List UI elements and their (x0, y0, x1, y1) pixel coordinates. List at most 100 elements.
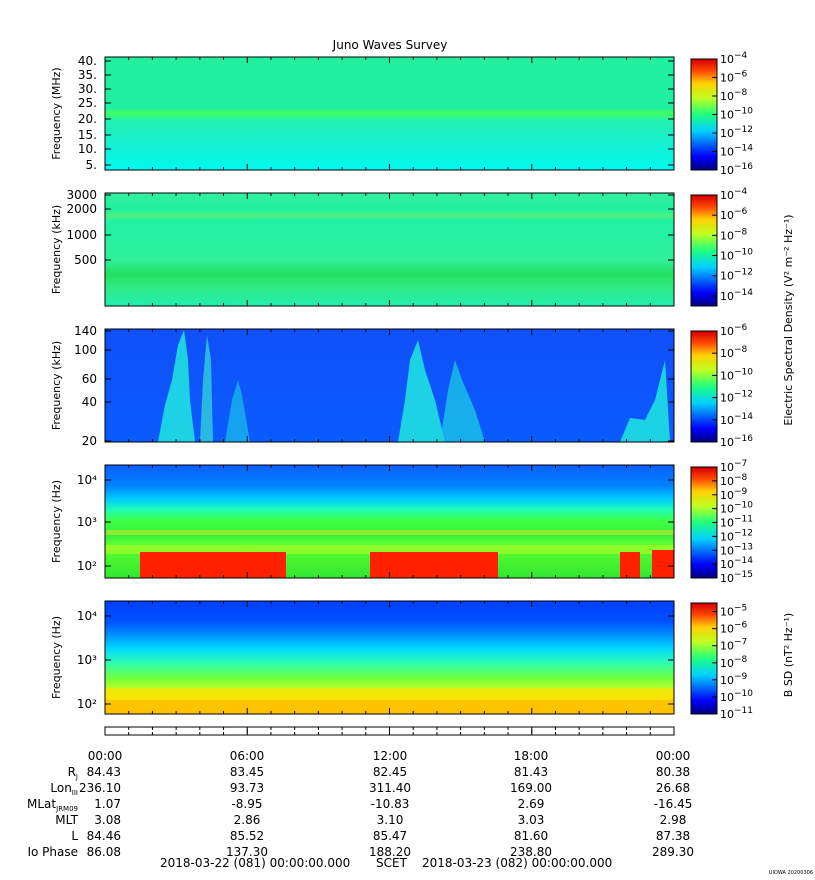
colorbar-tick-label: 10−12 (720, 390, 753, 405)
y-tick-label: 10⁴ (77, 473, 97, 487)
colorbar-tick-label: 10−12 (720, 125, 753, 140)
ephemeris-value: 2.69 (518, 797, 545, 811)
y-tick-label: 5. (86, 158, 97, 172)
ephemeris-value: 83.45 (230, 765, 264, 779)
panel-1-heatmap (105, 57, 674, 170)
y-tick-label: 40 (82, 395, 97, 409)
colorbar-tick-label: 10−10 (720, 501, 753, 516)
footer-stamp: UIOWA 20200306 (769, 870, 813, 876)
colorbar-tick-label: 10−10 (720, 107, 753, 122)
ephemeris-value: 85.47 (373, 829, 407, 843)
colorbar-tick-label: 10−6 (720, 621, 748, 636)
ephemeris-row-label: LonIII (50, 781, 78, 797)
y-tick-label: 40. (78, 54, 97, 68)
x-tick-label: 00:00 (656, 749, 691, 763)
ephemeris-row-label: MLatJRM09 (27, 797, 78, 813)
ephemeris-value: 80.38 (656, 765, 690, 779)
colorbar-tick-label: 10−8 (720, 473, 748, 488)
y-axis-labels: Frequency (MHz) 40.35.30.25. 20. 15.10. 5. Fr… (50, 54, 674, 711)
panel-2-ylabel: Frequency (kHz) (50, 205, 63, 294)
y-tick-label: 20 (82, 434, 97, 448)
y-tick-label: 140 (74, 324, 97, 338)
colorbar-tick-label: 10−14 (720, 412, 753, 427)
y-tick-label: 20. (78, 112, 97, 126)
colorbar-tick-label: 10−6 (720, 207, 748, 222)
y-tick-label: 15. (78, 128, 97, 142)
colorbar-5 (690, 602, 718, 715)
ephemeris-row-label: RJ (68, 765, 78, 781)
y-tick-label: 25. (78, 96, 97, 110)
colorbar-tick-label: 10−12 (720, 268, 753, 283)
colorbar-tick-label: 10−9 (720, 672, 748, 687)
y-tick-label: 500 (74, 253, 97, 267)
x-ticks (104, 57, 675, 735)
colorbar-tick-label: 10−16 (720, 162, 753, 177)
x-tick-label: 00:00 (88, 749, 123, 763)
ephemeris-value: 311.40 (369, 781, 411, 795)
ephemeris-value: 81.43 (514, 765, 548, 779)
ephemeris-row-label: MLT (55, 813, 78, 827)
y-tick-label: 10² (77, 697, 97, 711)
footer-start-time: 2018-03-22 (081) 00:00:00.000 (160, 856, 350, 870)
ephemeris-value: 238.80 (510, 845, 552, 859)
ephemeris-value: -16.45 (654, 797, 693, 811)
ephemeris-row-label: L (71, 829, 78, 843)
ephemeris-value: 85.52 (230, 829, 264, 843)
colorbar-tick-label: 10−13 (720, 542, 753, 557)
colorbar-tick-label: 10−8 (720, 345, 748, 360)
colorbar-tick-label: 10−10 (720, 367, 753, 382)
colorbar-tick-label: 10−7 (720, 638, 747, 653)
y-tick-label: 10³ (77, 515, 97, 529)
ephemeris-value: 86.08 (87, 845, 121, 859)
y-tick-label: 60 (82, 372, 97, 386)
colorbar-tick-label: 10−6 (720, 70, 748, 85)
colorbar-tick-label: 10−14 (720, 288, 753, 303)
panel-3-ylabel: Frequency (kHz) (50, 341, 63, 430)
ephemeris-value: 84.43 (87, 765, 121, 779)
colorbar-tick-label: 10−10 (720, 689, 753, 704)
ephemeris-value: 26.68 (656, 781, 690, 795)
ephemeris-value: 169.00 (510, 781, 552, 795)
chart-title: Juno Waves Survey (332, 38, 448, 52)
ephemeris-value: 3.03 (518, 813, 545, 827)
y-tick-label: 10² (77, 559, 97, 573)
colorbar-tick-label: 10−12 (720, 528, 753, 543)
colorbar-tick-label: 10−4 (720, 187, 748, 202)
panel-3-heatmap (105, 329, 674, 442)
colorbar-tick-label: 10−9 (720, 487, 748, 502)
x-tick-label: 18:00 (514, 749, 549, 763)
y-tick-label: 10. (78, 142, 97, 156)
ephemeris-value: -10.83 (371, 797, 410, 811)
y-tick-label: 10³ (77, 653, 97, 667)
y-tick-label: 35. (78, 68, 97, 82)
y-tick-label: 1000 (66, 228, 97, 242)
ephemeris-value: -8.95 (231, 797, 262, 811)
colorbar-3 (690, 330, 718, 443)
panel-1-ylabel: Frequency (MHz) (50, 67, 63, 159)
electric-colorbar-label: Electric Spectral Density (V² m⁻² Hz⁻¹) (782, 214, 795, 425)
ephemeris-row-label: Io Phase (27, 845, 78, 859)
colorbar-tick-label: 10−11 (720, 515, 753, 530)
colorbars: 10−4 10−6 10−8 10−10 10−12 10−14 10−16 10−4 10−6… (690, 51, 753, 721)
y-tick-label: 100 (74, 343, 97, 357)
y-tick-label: 2000 (66, 202, 97, 216)
x-tick-label: 12:00 (373, 749, 408, 763)
panel-4-red-bands (105, 530, 674, 578)
magnetic-colorbar-label: B SD (nT² Hz⁻¹) (782, 613, 795, 697)
y-tick-label: 30. (78, 82, 97, 96)
x-tick-label: 06:00 (230, 749, 265, 763)
ephemeris-table: 00:00 06:00 12:00 18:00 00:00 RJ 84.43 83.45 82.… (27, 749, 694, 859)
ephemeris-value: 1.07 (94, 797, 121, 811)
ephemeris-value: 82.45 (373, 765, 407, 779)
colorbar-tick-label: 10−4 (720, 51, 748, 66)
colorbar-tick-label: 10−14 (720, 144, 753, 159)
ephemeris-value: 81.60 (514, 829, 548, 843)
colorbar-tick-label: 10−5 (720, 604, 747, 619)
y-tick-label: 3000 (66, 188, 97, 202)
ephemeris-value: 3.08 (94, 813, 121, 827)
colorbar-tick-label: 10−8 (720, 227, 748, 242)
ephemeris-value: 3.10 (377, 813, 404, 827)
ephemeris-value: 93.73 (230, 781, 264, 795)
footer-scet: SCET (376, 856, 408, 870)
